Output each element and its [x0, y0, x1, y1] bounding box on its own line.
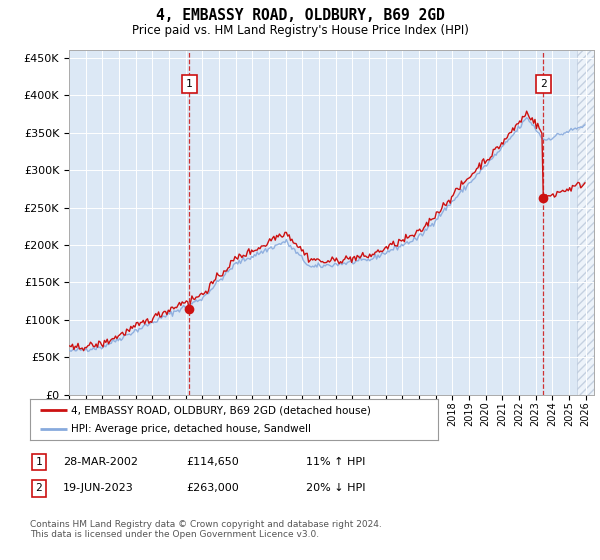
Text: 19-JUN-2023: 19-JUN-2023	[63, 483, 134, 493]
Text: £263,000: £263,000	[186, 483, 239, 493]
Text: £114,650: £114,650	[186, 457, 239, 467]
Text: Contains HM Land Registry data © Crown copyright and database right 2024.
This d: Contains HM Land Registry data © Crown c…	[30, 520, 382, 539]
Bar	[577, 50, 594, 395]
Text: 1: 1	[186, 79, 193, 89]
Text: 11% ↑ HPI: 11% ↑ HPI	[306, 457, 365, 467]
Text: 2: 2	[35, 483, 43, 493]
Text: 28-MAR-2002: 28-MAR-2002	[63, 457, 138, 467]
Text: 1: 1	[35, 457, 43, 467]
Text: 4, EMBASSY ROAD, OLDBURY, B69 2GD: 4, EMBASSY ROAD, OLDBURY, B69 2GD	[155, 8, 445, 24]
Text: Price paid vs. HM Land Registry's House Price Index (HPI): Price paid vs. HM Land Registry's House …	[131, 24, 469, 36]
Text: 2: 2	[540, 79, 547, 89]
Text: HPI: Average price, detached house, Sandwell: HPI: Average price, detached house, Sand…	[71, 424, 311, 433]
Text: 4, EMBASSY ROAD, OLDBURY, B69 2GD (detached house): 4, EMBASSY ROAD, OLDBURY, B69 2GD (detac…	[71, 405, 371, 415]
Text: 20% ↓ HPI: 20% ↓ HPI	[306, 483, 365, 493]
